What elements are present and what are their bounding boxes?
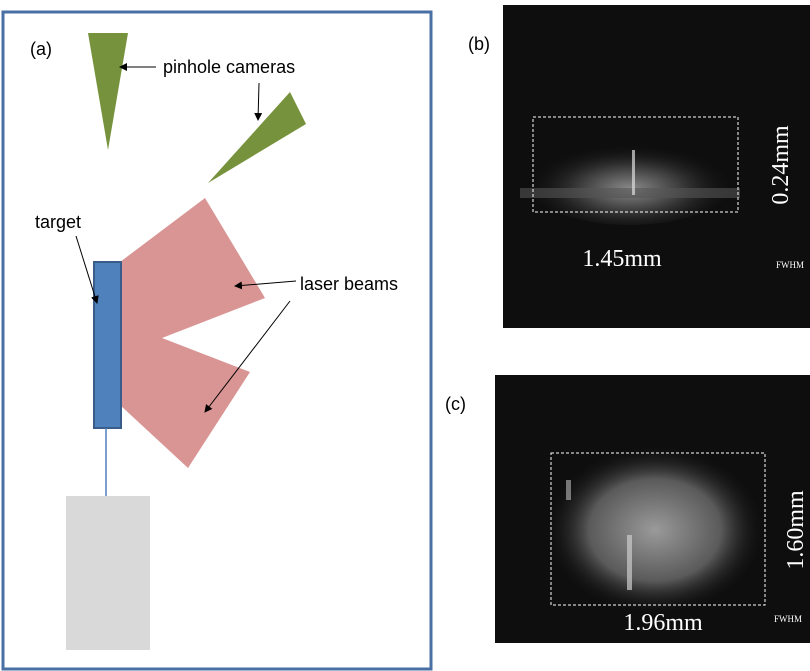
target	[94, 262, 121, 428]
panel-c: (c) 1.60mm 1.96mm FWHM	[445, 375, 810, 643]
emission	[632, 150, 635, 195]
emission	[627, 535, 632, 590]
beam-label: laser beams	[300, 274, 398, 294]
fwhm-label: FWHM	[776, 260, 804, 270]
emission	[520, 188, 740, 198]
panel-b: (b) 0.24mm 1.45mm FWHM	[468, 5, 810, 328]
panel-label: (c)	[445, 394, 466, 414]
height-label: 0.24mm	[768, 125, 794, 205]
panel-label: (a)	[30, 39, 52, 59]
width-label: 1.45mm	[582, 246, 662, 272]
camera-label: pinhole cameras	[163, 57, 295, 77]
emission	[545, 445, 765, 615]
panel-label: (b)	[468, 34, 490, 54]
fwhm-label: FWHM	[774, 614, 802, 624]
holder	[66, 496, 150, 650]
emission	[566, 480, 571, 500]
figure: (a) pinhole cameras target laser beams (…	[0, 0, 810, 671]
panel-a: (a) pinhole cameras target laser beams	[3, 12, 431, 669]
width-label: 1.96mm	[623, 610, 703, 636]
target-label: target	[35, 212, 81, 232]
height-label: 1.60mm	[783, 490, 809, 570]
